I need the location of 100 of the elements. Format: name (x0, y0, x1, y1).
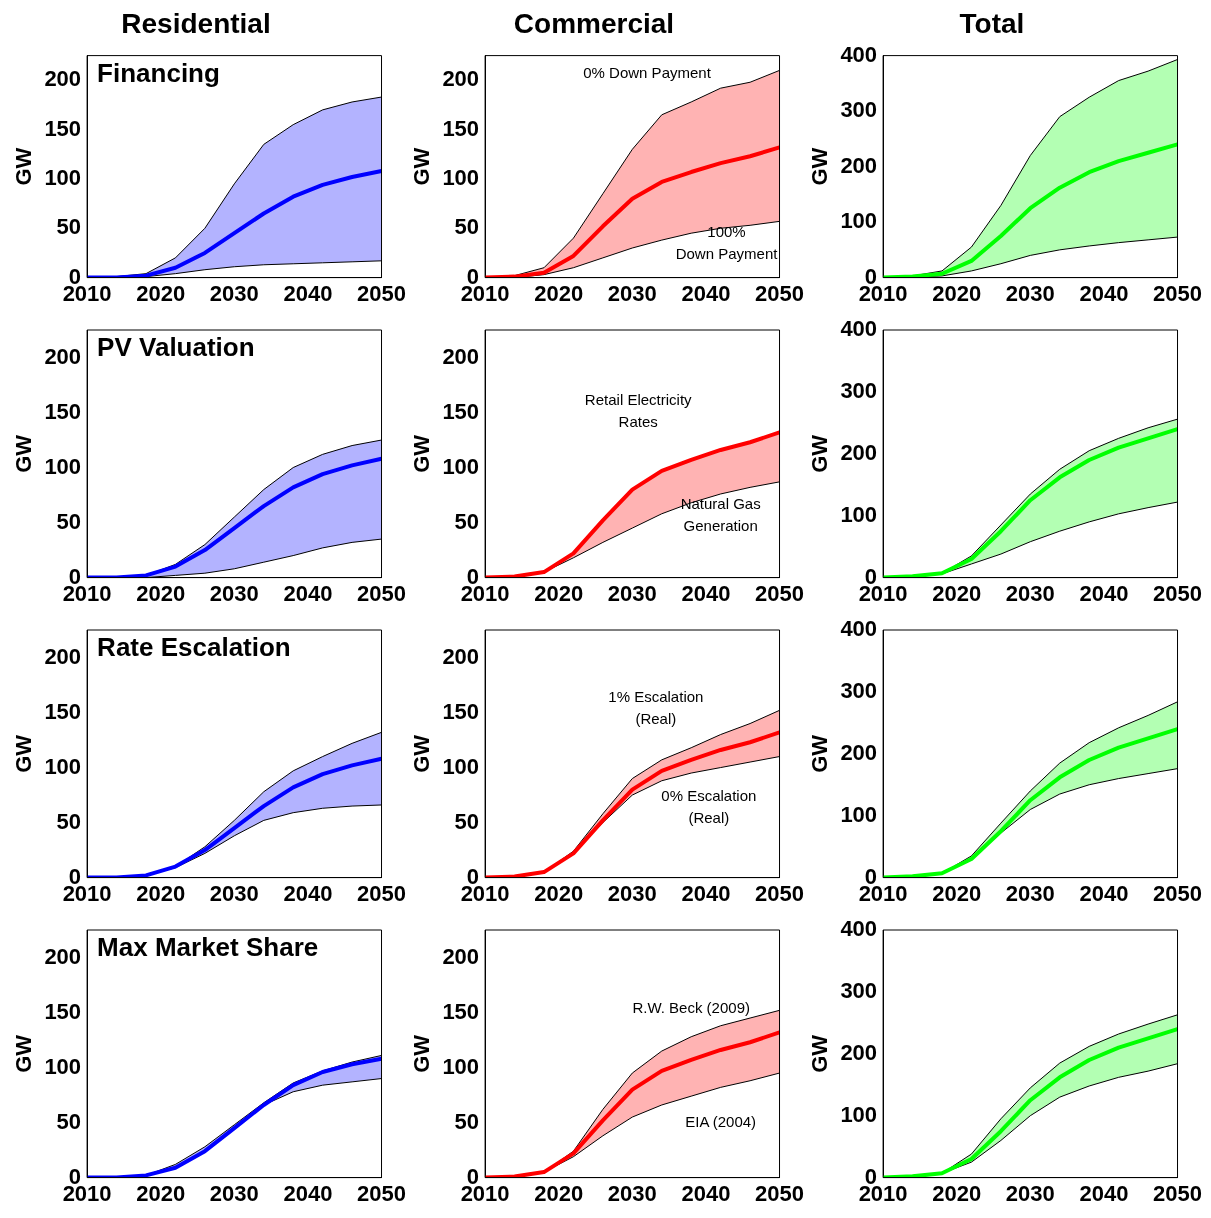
y-tick-label: 400 (840, 916, 878, 942)
x-tick-label: 2020 (534, 880, 584, 906)
y-tick-label: 200 (442, 943, 480, 969)
annotation: 1% Escalation (Real) (608, 688, 704, 728)
y-tick-label: 200 (442, 643, 480, 669)
y-tick-label: 200 (442, 66, 480, 92)
y-tick-label: 400 (840, 316, 878, 342)
y-tick-label: 150 (44, 115, 82, 141)
y-axis-title: GW (11, 434, 37, 473)
x-tick-label: 2050 (357, 280, 407, 306)
x-tick-label: 2030 (1005, 580, 1055, 606)
y-tick-label: 400 (840, 41, 878, 67)
y-tick-label: 100 (840, 801, 878, 827)
y-tick-label: 200 (442, 343, 480, 369)
x-tick-label: 2020 (136, 280, 186, 306)
y-tick-label: 100 (442, 453, 480, 479)
x-tick-label: 2020 (932, 880, 982, 906)
x-tick-label: 2030 (607, 1180, 657, 1206)
y-tick-label: 150 (442, 698, 480, 724)
x-tick-label: 2040 (283, 580, 333, 606)
y-tick-label: 150 (44, 998, 82, 1024)
x-tick-label: 2030 (1005, 280, 1055, 306)
annotation: Natural Gas Generation (680, 494, 761, 534)
x-tick-label: 2050 (755, 280, 805, 306)
x-tick-label: 2030 (209, 1180, 259, 1206)
chart-title: Commercial (513, 7, 675, 39)
y-tick-label: 100 (840, 501, 878, 527)
y-axis-title: GW (11, 147, 37, 186)
y-tick-label: 50 (454, 1108, 480, 1134)
x-tick-label: 2020 (534, 1180, 584, 1206)
y-axis-title: GW (409, 147, 435, 186)
x-tick-label: 2050 (1153, 580, 1203, 606)
x-tick-label: 2030 (209, 880, 259, 906)
annotation: R.W. Beck (2009) (632, 999, 750, 1017)
y-tick-label: 50 (56, 808, 82, 834)
x-tick-label: 2050 (755, 880, 805, 906)
y-tick-label: 200 (44, 343, 82, 369)
x-tick-label: 2040 (1079, 580, 1129, 606)
y-tick-label: 150 (442, 115, 480, 141)
y-tick-label: 300 (840, 97, 878, 123)
x-tick-label: 2020 (534, 280, 584, 306)
y-tick-label: 50 (454, 508, 480, 534)
y-tick-label: 100 (442, 753, 480, 779)
y-tick-label: 150 (44, 398, 82, 424)
x-tick-label: 2040 (283, 280, 333, 306)
x-tick-label: 2050 (1153, 880, 1203, 906)
x-tick-label: 2050 (755, 580, 805, 606)
y-tick-label: 200 (840, 152, 878, 178)
x-tick-label: 2020 (136, 580, 186, 606)
x-tick-label: 2050 (357, 880, 407, 906)
x-tick-label: 2040 (681, 1180, 731, 1206)
y-tick-label: 100 (442, 1053, 480, 1079)
annotation: 100% Down Payment (675, 223, 779, 263)
y-axis-title: GW (409, 734, 435, 773)
y-tick-label: 150 (44, 698, 82, 724)
y-tick-label: 50 (454, 808, 480, 834)
x-tick-label: 2040 (1079, 1180, 1129, 1206)
y-axis-title: GW (409, 434, 435, 473)
y-tick-label: 100 (840, 1101, 878, 1127)
x-tick-label: 2050 (357, 1180, 407, 1206)
x-tick-label: 2040 (283, 1180, 333, 1206)
annotation: EIA (2004) (685, 1113, 757, 1131)
x-tick-label: 2050 (1153, 280, 1203, 306)
x-tick-label: 2020 (534, 580, 584, 606)
annotation: Retail Electricity Rates (584, 390, 693, 430)
y-axis-title: GW (409, 1034, 435, 1073)
y-axis-title: GW (11, 1034, 37, 1073)
x-tick-label: 2030 (1005, 880, 1055, 906)
annotation: 0% Down Payment (583, 63, 712, 81)
y-tick-label: 100 (44, 753, 82, 779)
y-axis-title: GW (807, 734, 833, 773)
chart-subtitle: Max Market Share (97, 932, 319, 963)
annotation: 0% Escalation (Real) (661, 787, 757, 827)
x-tick-label: 2030 (1005, 1180, 1055, 1206)
chart-title: Total (959, 7, 1025, 39)
y-tick-label: 300 (840, 977, 878, 1003)
y-tick-label: 150 (442, 398, 480, 424)
y-tick-label: 50 (56, 214, 82, 240)
chart-subtitle: Rate Escalation (97, 632, 291, 663)
x-tick-label: 2050 (755, 1180, 805, 1206)
y-tick-label: 200 (840, 439, 878, 465)
y-axis-title: GW (807, 1034, 833, 1073)
x-tick-label: 2020 (932, 1180, 982, 1206)
x-tick-label: 2050 (1153, 1180, 1203, 1206)
x-tick-label: 2040 (1079, 280, 1129, 306)
y-tick-label: 50 (56, 508, 82, 534)
x-tick-label: 2030 (607, 580, 657, 606)
y-axis-title: GW (807, 434, 833, 473)
x-tick-label: 2030 (607, 880, 657, 906)
x-tick-label: 2020 (932, 580, 982, 606)
x-tick-label: 2020 (136, 1180, 186, 1206)
chart-subtitle: Financing (97, 57, 220, 88)
x-tick-label: 2040 (681, 580, 731, 606)
y-tick-label: 100 (44, 1053, 82, 1079)
x-tick-label: 2040 (1079, 880, 1129, 906)
y-axis-title: GW (11, 734, 37, 773)
y-tick-label: 300 (840, 377, 878, 403)
x-tick-label: 2040 (681, 880, 731, 906)
x-tick-label: 2020 (932, 280, 982, 306)
y-tick-label: 200 (840, 739, 878, 765)
